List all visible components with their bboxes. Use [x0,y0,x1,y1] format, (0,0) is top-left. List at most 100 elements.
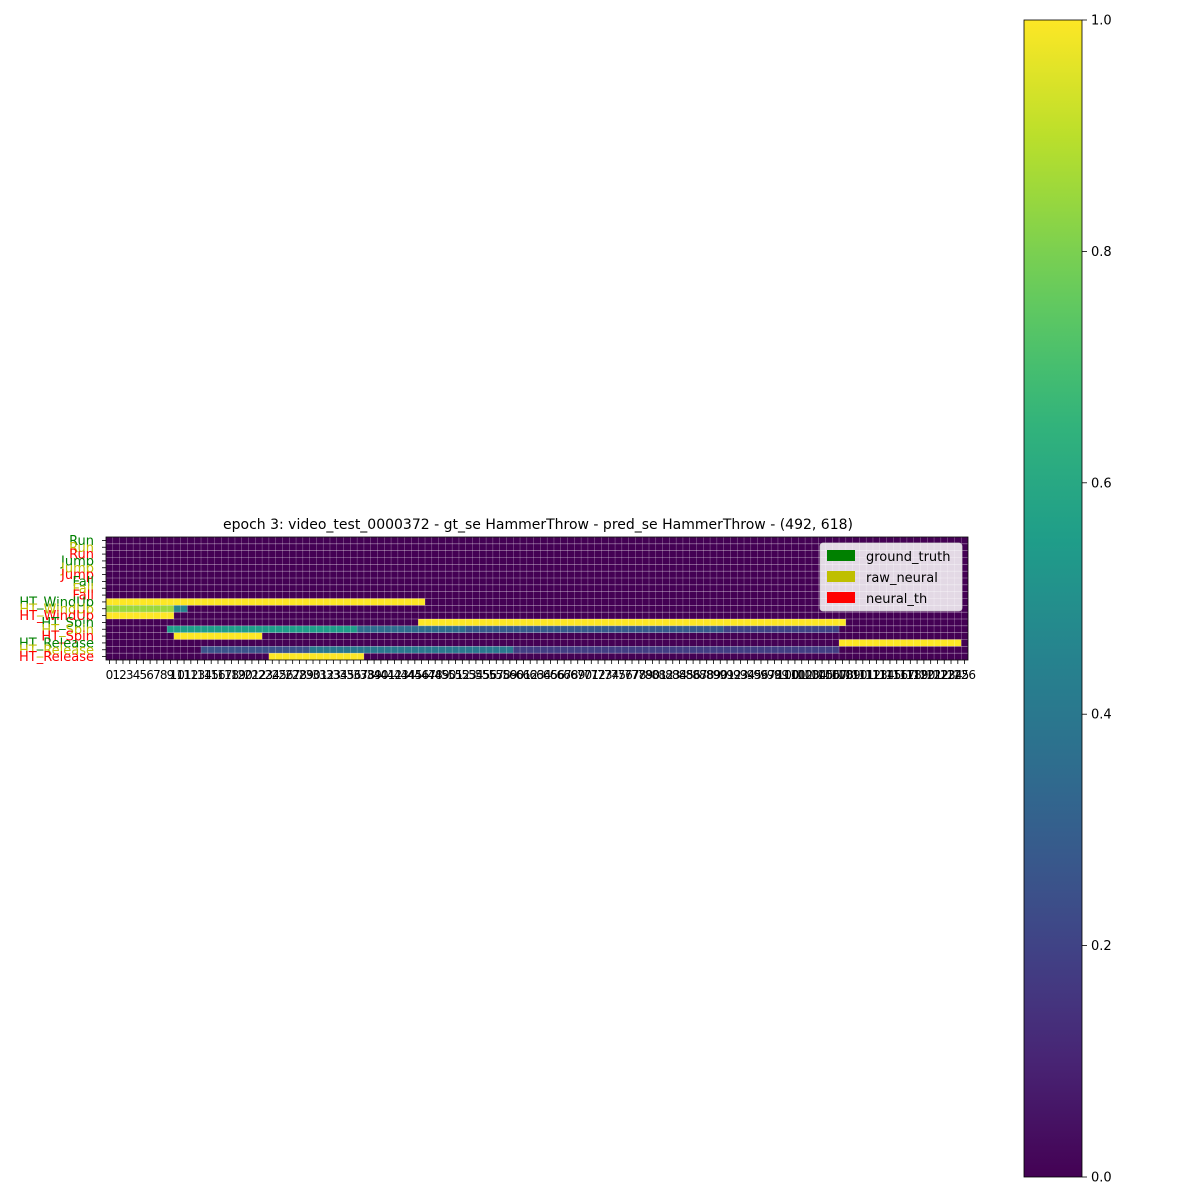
x-tick-label: 46 [414,668,429,682]
x-tick-label: 97 [760,668,775,682]
x-tick-label: 57 [489,668,504,682]
colorbar-tick-label: 0.6 [1091,476,1112,491]
x-tick-label: 95 [747,668,762,682]
x-tick-label: 22 [251,668,266,682]
x-tick-label: 92 [726,668,741,682]
x-tick-label: 93 [733,668,748,682]
x-tick-label: 59 [502,668,517,682]
y-tick-label: Jump [60,568,94,583]
x-tick-label: 7 [153,668,161,682]
x-tick-label: 75 [611,668,626,682]
x-tick-label: 40 [373,668,388,682]
x-tick-label: 123 [933,668,956,682]
legend-label: raw_neural [866,571,938,586]
x-tick-label: 77 [624,668,639,682]
x-axis-labels: 0 1 2 3 4 5 6 7 8 9101112131415161718192021222324… [106,660,976,682]
x-tick-label: 56 [482,668,497,682]
x-tick-label: 121 [919,668,942,682]
x-tick-label: 45 [407,668,422,682]
x-tick-label: 91 [719,668,734,682]
x-tick-label: 63 [529,668,544,682]
x-tick-label: 113 [865,668,888,682]
x-tick-label: 119 [906,668,929,682]
x-tick-label: 4 [133,668,141,682]
x-tick-label: 41 [380,668,395,682]
x-tick-label: 67 [557,668,572,682]
x-tick-label: 69 [570,668,585,682]
x-tick-label: 11 [176,668,191,682]
x-tick-label: 31 [312,668,327,682]
x-tick-label: 85 [679,668,694,682]
x-tick-label: 52 [455,668,470,682]
x-tick-label: 106 [817,668,840,682]
x-tick-label: 65 [543,668,558,682]
x-tick-label: 76 [618,668,633,682]
y-tick-label: HT_WindUp [19,595,94,610]
x-tick-label: 80 [645,668,660,682]
x-tick-label: 12 [183,668,198,682]
x-tick-label: 74 [604,668,619,682]
x-tick-label: 26 [278,668,293,682]
x-tick-label: 101 [783,668,806,682]
heatmap-segment [268,653,364,660]
x-tick-label: 100 [777,668,800,682]
x-tick-label: 33 [326,668,341,682]
x-tick-label: 96 [753,668,768,682]
heatmap-segment [418,619,846,626]
y-tick-label: HT_Spin [41,616,94,631]
legend-swatch [827,592,855,603]
colorbar-tick-label: 0.2 [1091,939,1112,954]
x-tick-label: 6 [146,668,154,682]
x-tick-label: 110 [845,668,868,682]
x-tick-label: 50 [441,668,456,682]
legend-swatch [827,571,855,582]
x-tick-label: 126 [953,668,976,682]
y-tick-label: Fall [73,589,94,604]
x-tick-label: 125 [946,668,969,682]
colorbar-tick-label: 0.4 [1091,708,1112,723]
y-axis-labels: RunRunRunJumpJumpJumpFallFallFallHT_Wind… [19,534,106,665]
x-tick-label: 53 [461,668,476,682]
heatmap-segment [201,646,310,654]
x-tick-label: 38 [360,668,375,682]
x-tick-label: 18 [224,668,239,682]
x-tick-label: 58 [495,668,510,682]
x-tick-label: 1 [112,668,120,682]
y-tick-label: HT_Release [19,643,94,658]
x-tick-label: 35 [339,668,354,682]
x-tick-label: 20 [238,668,253,682]
x-tick-label: 2 [119,668,127,682]
y-tick-label: HT_Release [19,650,94,665]
heatmap-segment [309,646,514,654]
x-tick-label: 88 [699,668,714,682]
x-tick-label: 70 [577,668,592,682]
x-tick-label: 25 [271,668,286,682]
x-tick-label: 32 [319,668,334,682]
x-tick-label: 66 [550,668,565,682]
x-tick-label: 28 [292,668,307,682]
x-tick-label: 49 [434,668,449,682]
y-tick-label: HT_Spin [41,630,94,645]
colorbar-tick-label: 1.0 [1091,14,1112,29]
y-tick-label: Run [69,541,94,556]
x-tick-label: 43 [394,668,409,682]
x-tick-label: 30 [305,668,320,682]
legend-label: neural_th [866,592,927,607]
x-tick-label: 104 [804,668,827,682]
x-tick-label: 36 [346,668,361,682]
x-tick-label: 71 [584,668,599,682]
x-tick-label: 86 [685,668,700,682]
x-tick-label: 13 [190,668,205,682]
x-tick-label: 112 [858,668,881,682]
x-tick-label: 15 [204,668,219,682]
x-tick-label: 61 [516,668,531,682]
x-tick-label: 117 [892,668,915,682]
x-tick-label: 89 [706,668,721,682]
x-tick-label: 62 [523,668,538,682]
y-tick-label: Run [69,548,94,563]
legend-box [819,542,963,612]
x-tick-label: 21 [244,668,259,682]
x-tick-label: 103 [797,668,820,682]
heatmap-segment [173,605,188,613]
colorbar-tick-label: 0.8 [1091,245,1112,260]
